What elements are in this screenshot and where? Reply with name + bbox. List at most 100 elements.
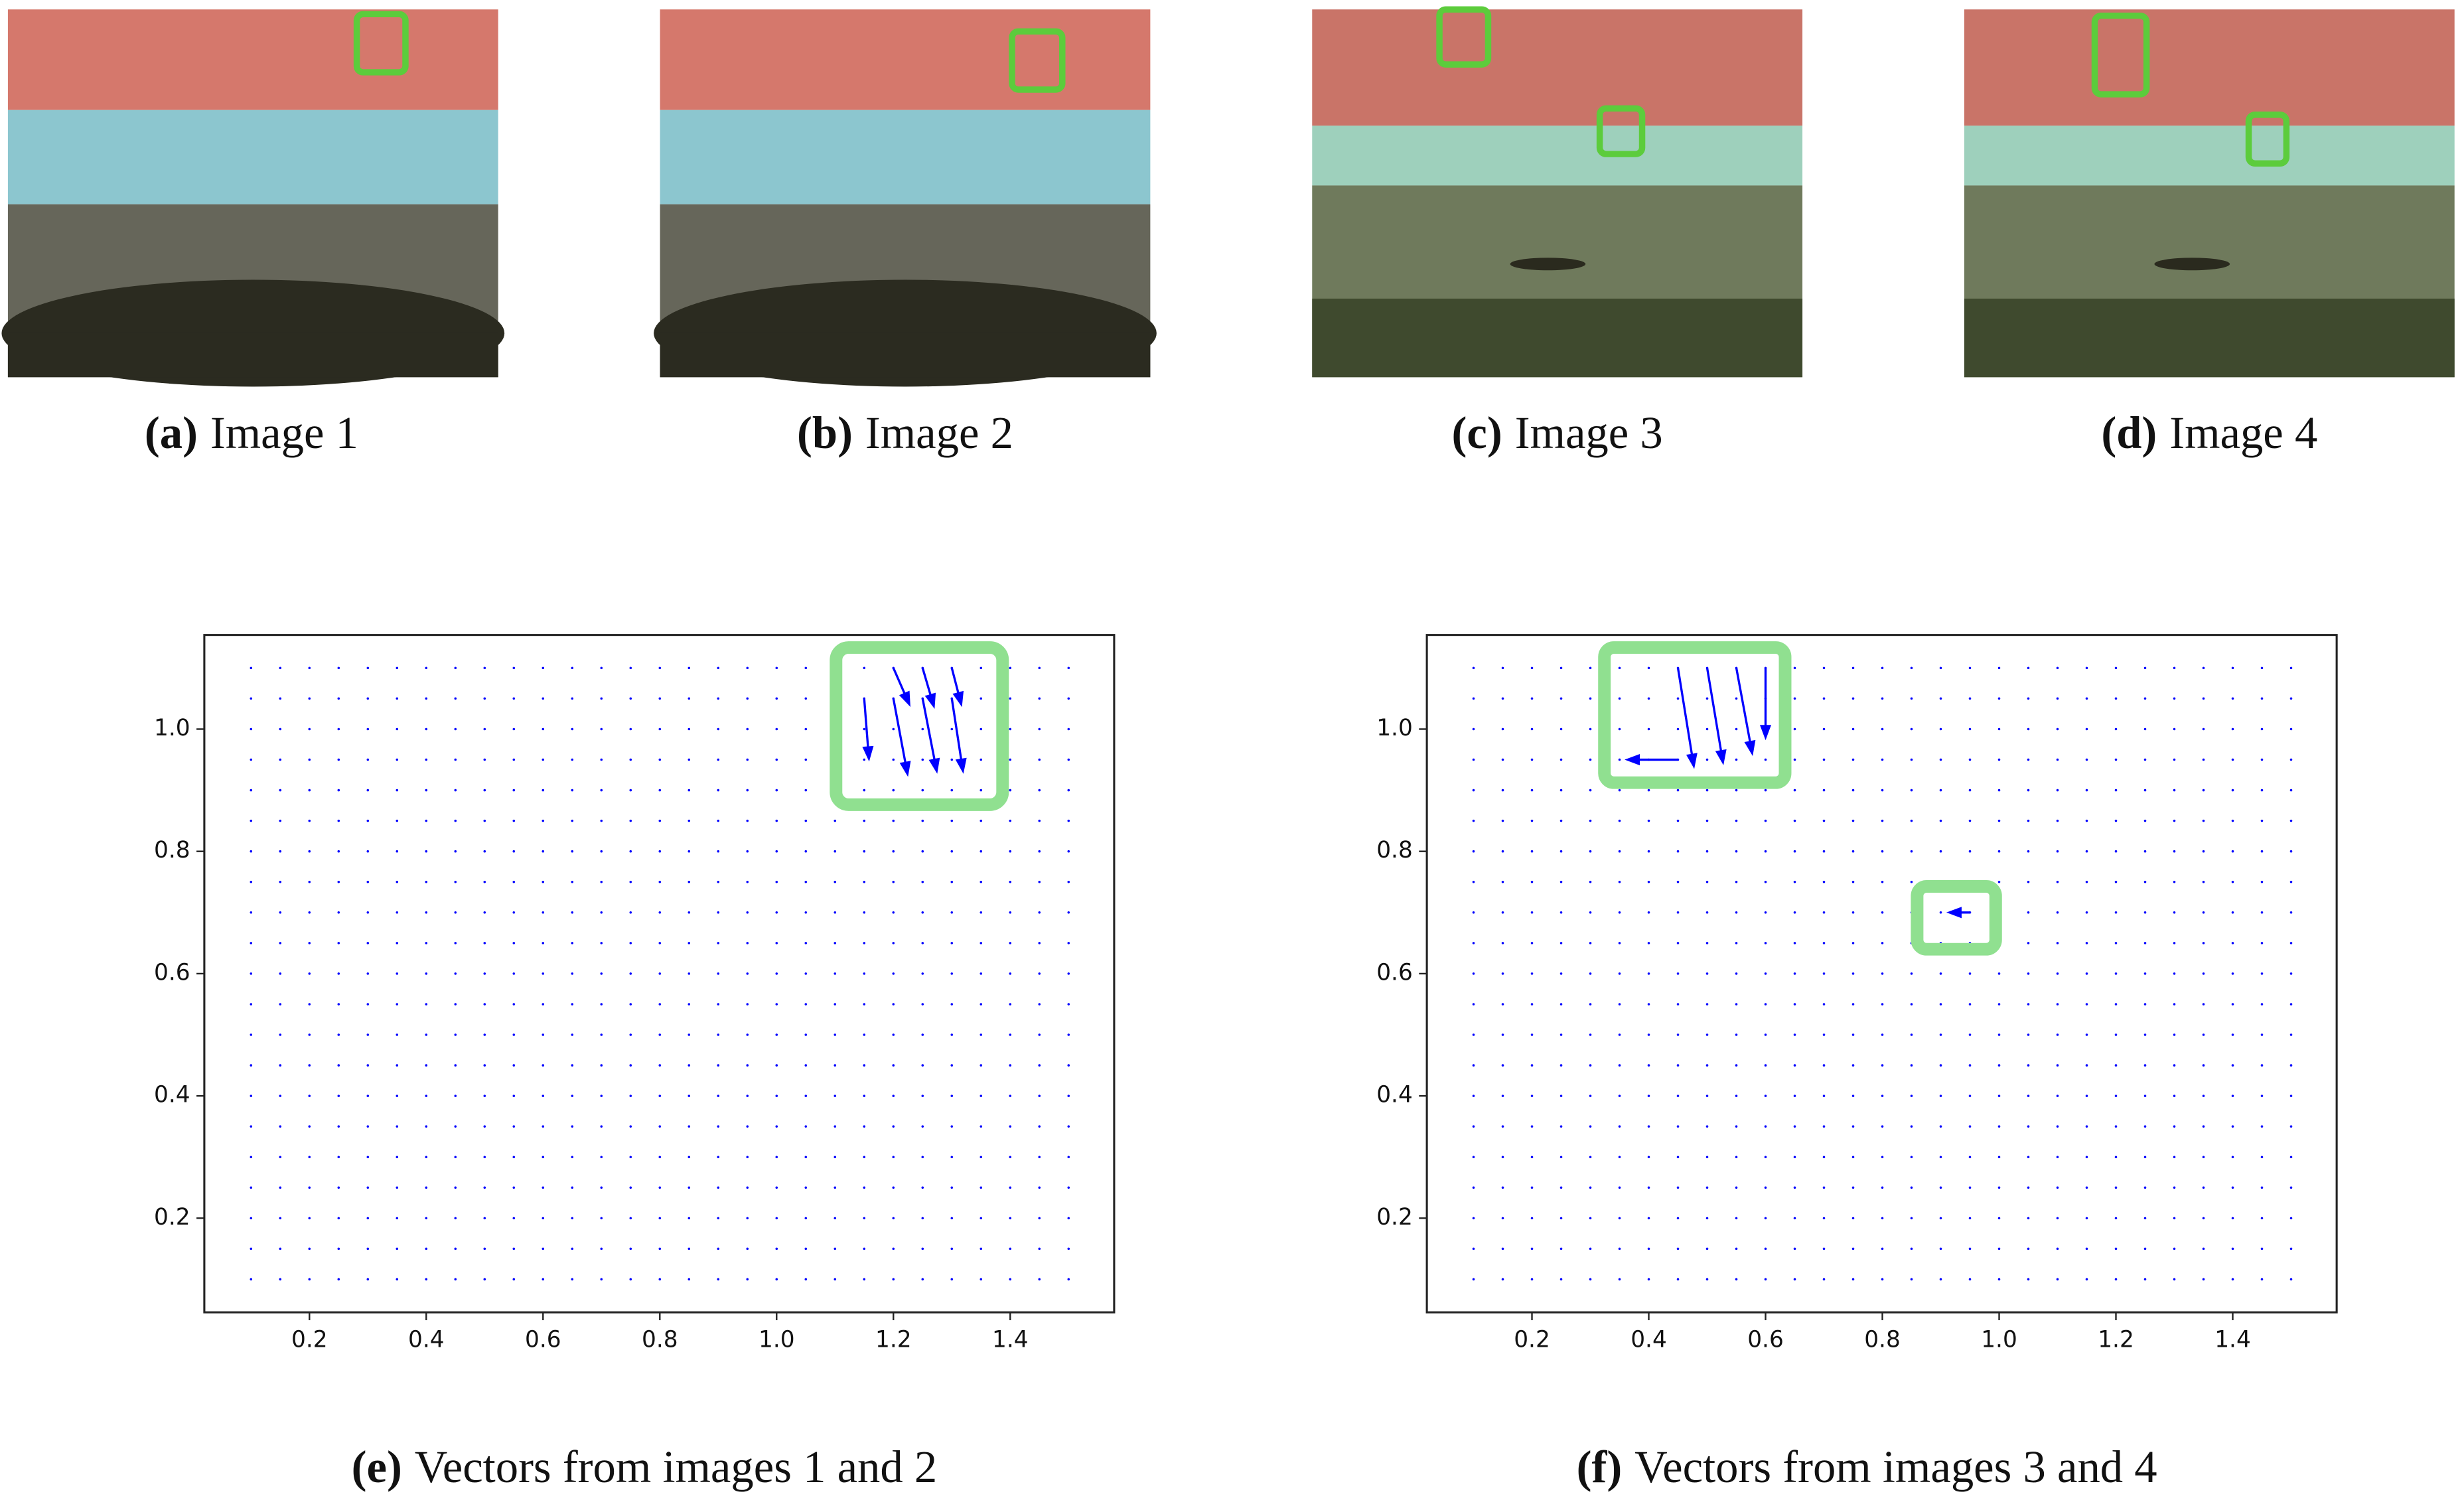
grid-point [775,789,778,792]
grid-point [717,1033,720,1036]
grid-point [2231,942,2234,944]
grid-point [1009,850,1012,853]
grid-point [1822,1186,1826,1189]
grid-point [2143,1278,2147,1281]
x-tick-label: 0.4 [1631,1326,1667,1353]
grid-point [1618,727,1621,731]
grid-point [571,850,574,853]
grid-point [775,1278,778,1281]
grid-point [804,942,808,944]
grid-point [775,1217,778,1220]
grid-point [775,1186,778,1189]
grid-point [833,1247,837,1250]
grid-point [1559,727,1563,731]
grid-point [2231,1033,2234,1036]
grid-point [717,727,720,731]
vector-arrow [1705,668,1727,765]
grid-point [688,697,691,700]
grid-point [2173,1186,2176,1189]
grid-point [833,1156,837,1159]
grid-point [1939,1033,1942,1036]
grid-point [863,727,866,731]
grid-point [1067,727,1070,731]
grid-point [600,1217,603,1220]
grid-point [629,1064,632,1067]
grid-point [950,850,954,853]
grid-point [688,727,691,731]
grid-point [1822,789,1826,792]
grid-point [1067,1125,1070,1128]
grid-point [629,789,632,792]
grid-point [1038,1278,1041,1281]
grid-point [2114,850,2118,853]
grid-point [308,972,311,975]
grid-point [1764,942,1767,944]
grid-point [542,697,545,700]
grid-point [1009,1064,1012,1067]
grid-point [1647,972,1650,975]
grid-point [2231,819,2234,822]
caption: (a) Image 1 [145,408,358,458]
grid-point [250,697,253,700]
grid-point [1939,758,1942,761]
grid-point [1851,1033,1855,1036]
grid-point [1793,850,1796,853]
grid-point [1559,819,1563,822]
grid-point [1038,880,1041,883]
grid-point [2260,1186,2264,1189]
grid-point [1881,1278,1884,1281]
grid-point [1793,1003,1796,1006]
grid-point [1647,727,1650,731]
grid-point [658,1217,662,1220]
grid-point [1881,1217,1884,1220]
grid-point [1910,697,1913,700]
grid-point [892,758,895,761]
grid-point [1038,1217,1041,1220]
grid-point [2289,1094,2293,1097]
grid-point [483,911,486,914]
grid-point [483,1186,486,1189]
grid-point [483,1125,486,1128]
grid-point [1793,666,1796,670]
grid-point [658,1278,662,1281]
grid-point [1530,880,1534,883]
grid-point [1589,1278,1592,1281]
grid-point [250,911,253,914]
grid-point [279,697,282,700]
grid-point [2114,819,2118,822]
grid-point [1676,1033,1680,1036]
grid-point [2027,850,2030,853]
grid-point [2260,1033,2264,1036]
grid-point [892,942,895,944]
grid-point [425,942,428,944]
grid-point [1910,1278,1913,1281]
grid-point [2143,758,2147,761]
grid-point [1501,666,1504,670]
grid-point [1067,789,1070,792]
grid-point [600,789,603,792]
grid-point [1968,819,1972,822]
grid-point [1530,1247,1534,1250]
grid-point [1764,1278,1767,1281]
grid-point [2114,697,2118,700]
grid-point [2056,1186,2059,1189]
grid-point [1735,850,1738,853]
grid-point [366,1033,370,1036]
grid-point [717,1217,720,1220]
grid-point [1676,972,1680,975]
grid-point [250,727,253,731]
grid-point [1939,1186,1942,1189]
grid-point [1038,911,1041,914]
grid-point [2289,666,2293,670]
grid-point [2114,1156,2118,1159]
grid-point [2114,666,2118,670]
grid-point [1997,666,2001,670]
grid-point [542,880,545,883]
grid-point [1939,1003,1942,1006]
grid-point [600,758,603,761]
grid-point [2231,1064,2234,1067]
grid-point [833,880,837,883]
y-tick-label: 0.8 [154,837,190,864]
grid-point [1472,666,1475,670]
grid-point [717,1186,720,1189]
